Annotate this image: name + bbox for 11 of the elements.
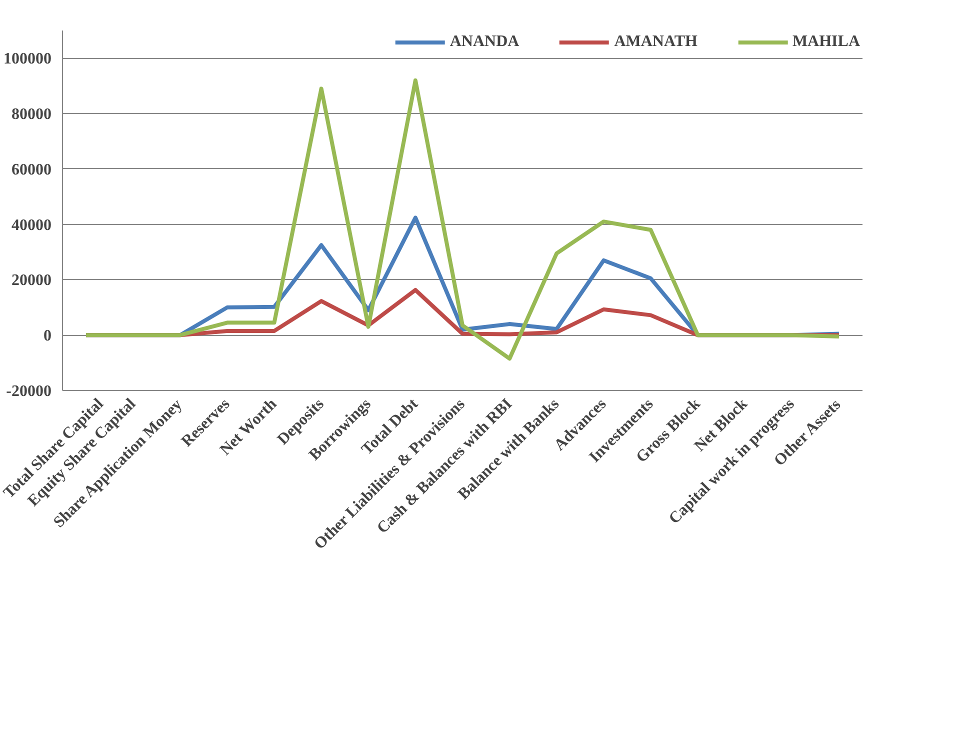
y-tick-label: 20000 bbox=[12, 272, 52, 290]
y-tick-label: 100000 bbox=[4, 50, 52, 68]
y-tick-label: 60000 bbox=[12, 161, 52, 178]
legend-label: ANANDA bbox=[450, 33, 520, 51]
y-tick-label: 40000 bbox=[12, 216, 52, 234]
y-tick-label: -20000 bbox=[6, 383, 52, 400]
y-tick-label: 80000 bbox=[12, 106, 52, 124]
y-tick-label: 0 bbox=[44, 328, 52, 345]
legend-label: MAHILA bbox=[792, 33, 860, 51]
line-series bbox=[84, 78, 841, 361]
legend-label: AMANATH bbox=[614, 33, 698, 51]
